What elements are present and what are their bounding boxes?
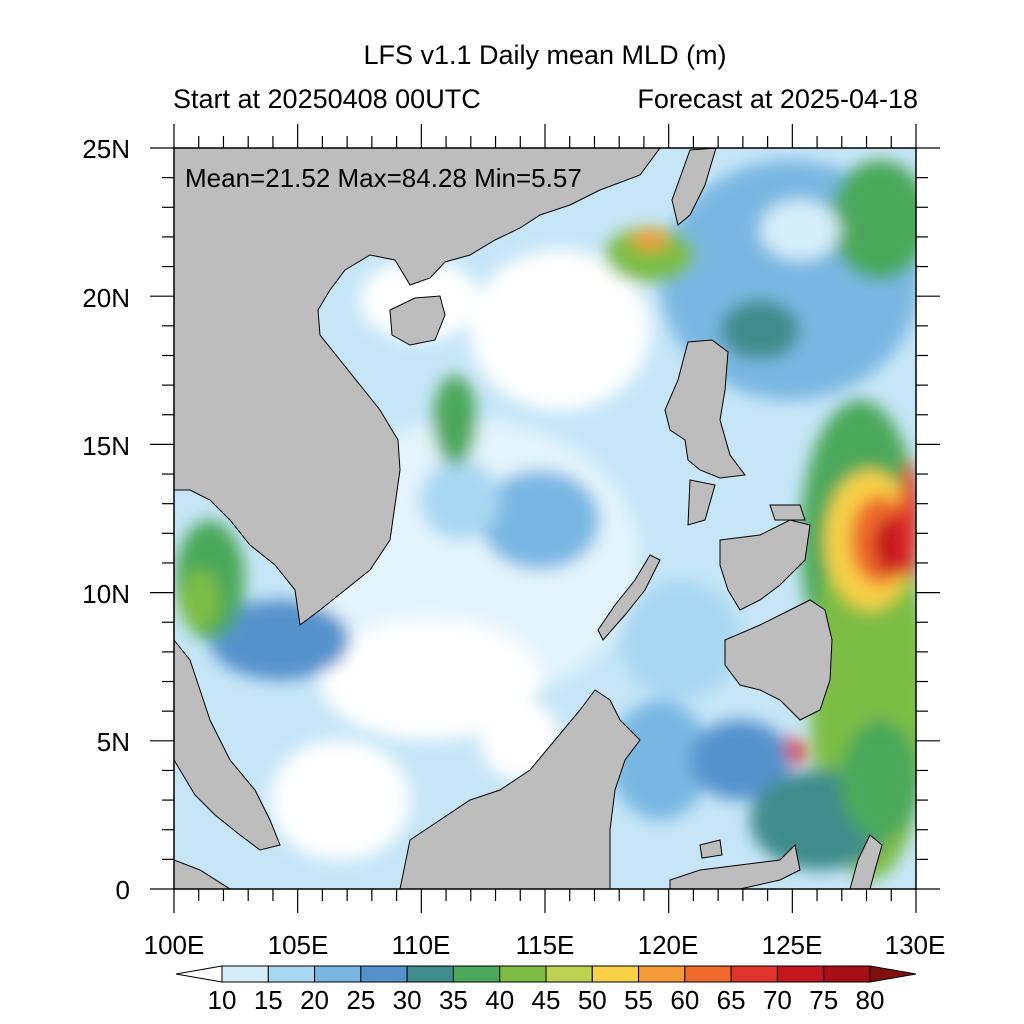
colorbar-label: 40 — [485, 985, 515, 1015]
lat-label: 15N — [82, 431, 130, 461]
colorbar-label: 35 — [438, 985, 468, 1015]
colorbar-label: 65 — [716, 985, 746, 1015]
colorbar-label: 45 — [531, 985, 561, 1015]
colorbar-label: 20 — [300, 985, 330, 1015]
colorbar-label: 70 — [762, 985, 792, 1015]
lon-label: 120E — [637, 930, 699, 960]
lat-label: 0 — [115, 875, 130, 905]
main-title: LFS v1.1 Daily mean MLD (m) — [363, 40, 727, 70]
colorbar-label: 75 — [809, 985, 839, 1015]
axis-ticks — [150, 124, 940, 913]
lon-label: 115E — [515, 930, 575, 960]
lon-label: 130E — [884, 930, 946, 960]
lat-label: 10N — [82, 579, 130, 609]
forecast-time-label: Forecast at 2025-04-18 — [637, 84, 918, 114]
lon-label: 125E — [761, 930, 823, 960]
colorbar-label: 80 — [855, 985, 885, 1015]
stats-label: Mean=21.52 Max=84.28 Min=5.57 — [185, 163, 582, 193]
lat-label: 25N — [82, 134, 130, 164]
lon-label: 110E — [391, 930, 451, 960]
lat-label: 20N — [82, 283, 130, 313]
start-time-label: Start at 20250408 00UTC — [173, 84, 481, 114]
land — [174, 148, 883, 889]
colorbar-label: 30 — [392, 985, 422, 1015]
lon-label: 100E — [143, 930, 205, 960]
colorbar-label: 60 — [670, 985, 700, 1015]
colorbar-label: 50 — [577, 985, 607, 1015]
colorbar-label: 55 — [624, 985, 654, 1015]
colorbar-label: 15 — [253, 985, 283, 1015]
mld-field — [174, 148, 916, 889]
colorbar-label: 10 — [207, 985, 237, 1015]
lon-label: 105E — [267, 930, 329, 960]
colorbar-label: 25 — [346, 985, 376, 1015]
lat-label: 5N — [96, 727, 130, 757]
